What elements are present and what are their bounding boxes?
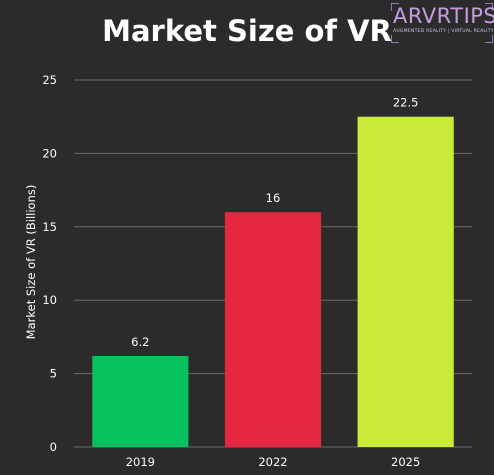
data-label-2019: 6.2 — [131, 335, 149, 349]
y-axis-title: Market Size of VR (Billions) — [24, 185, 38, 340]
y-tick-label: 10 — [42, 293, 57, 307]
x-tick-label-2019: 2019 — [126, 455, 155, 469]
y-tick-label: 20 — [42, 146, 57, 160]
logo-wordmark: ARVRTIPS — [393, 4, 494, 28]
chart-title: Market Size of VR — [102, 14, 392, 48]
logo-corner-bottom-left — [391, 35, 399, 43]
bar-2019 — [92, 355, 189, 447]
bar-2025 — [357, 116, 454, 447]
x-tick-label-2022: 2022 — [258, 455, 287, 469]
y-tick-label: 15 — [42, 220, 57, 234]
y-tick-label: 5 — [50, 367, 57, 381]
logo-corner-top-right — [485, 3, 493, 11]
x-tick-label-2025: 2025 — [391, 455, 420, 469]
y-axis-ticks: 0 5 10 15 20 25 — [42, 73, 57, 454]
logo-corner-bottom-right — [485, 35, 493, 43]
arvrtips-logo: ARVRTIPS AUGMENTED REALITY | VIRTUAL REA… — [391, 3, 494, 43]
data-label-2025: 22.5 — [393, 96, 419, 110]
y-tick-label: 0 — [50, 440, 57, 454]
data-label-2022: 16 — [266, 191, 281, 205]
logo-tagline: AUGMENTED REALITY | VIRTUAL REALITY — [393, 29, 494, 34]
logo-corner-top-left — [391, 3, 399, 11]
bars — [92, 116, 454, 447]
x-axis-ticks: 2019 2022 2025 — [126, 455, 421, 469]
y-tick-label: 25 — [42, 73, 57, 87]
data-labels: 6.2 16 22.5 — [131, 96, 418, 349]
bar-2022 — [224, 212, 322, 447]
